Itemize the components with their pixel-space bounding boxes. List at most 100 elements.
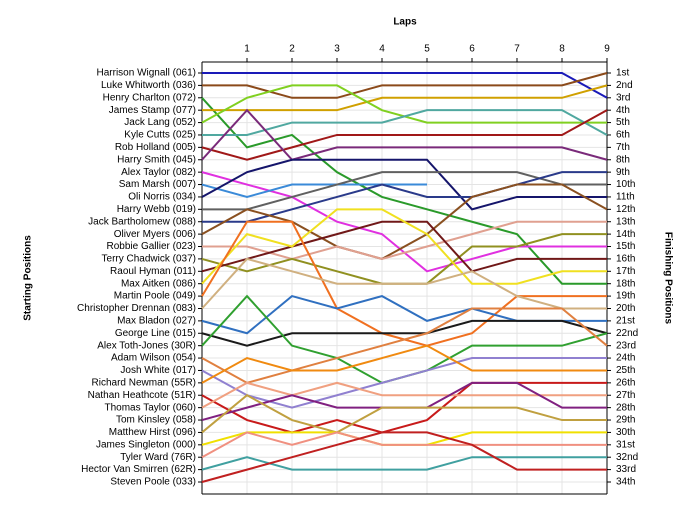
series-line [201,319,608,347]
starting-label: Harry Webb (019) [117,204,196,215]
starting-label: Nathan Heathcote (51R) [88,390,196,401]
finishing-label: 15th [616,241,635,252]
starting-label: Harry Smith (045) [117,154,196,165]
starting-label: Matthew Hirst (096) [109,427,196,438]
series-line [201,394,607,434]
finishing-label: 28th [616,402,635,413]
finishing-label: 27th [616,390,635,401]
starting-label: Rob Holland (005) [115,142,196,153]
finishing-label: 26th [616,377,635,388]
starting-label: Kyle Cutts (025) [124,130,196,141]
starting-label: Richard Newman (55R) [92,377,196,388]
starting-label: Raoul Hyman (011) [110,266,196,277]
finishing-label: 6th [616,130,630,141]
starting-label: Adam Wilson (054) [111,353,196,364]
finishing-label: 3rd [616,92,630,103]
finishing-label: 13th [616,216,635,227]
series-line [202,109,608,136]
starting-label: Hector Van Smirren (62R) [81,464,196,475]
finishing-label: 19th [616,291,635,302]
starting-label: Luke Whitworth (036) [101,80,196,91]
finishing-label: 29th [616,415,635,426]
finishing-label: 1st [616,68,630,79]
y-axis-label: Starting Positions [23,235,34,321]
starting-label: Steven Poole (033) [110,477,196,488]
finishing-label: 33rd [616,464,636,475]
series-line [201,431,607,459]
starting-label: Oli Norris (034) [128,192,196,203]
finishing-label: 11th [616,192,635,203]
series-line [202,72,608,99]
starting-label: Max Aitken (086) [121,278,196,289]
finishing-label: 32nd [616,452,638,463]
x-tick-label: 6 [469,44,475,55]
finishing-label: 24th [616,353,635,364]
starting-label: Oliver Myers (006) [114,229,196,240]
starting-label: Sam Marsh (007) [119,179,196,190]
x-tick-label: 7 [514,44,520,55]
finishing-label: 20th [616,303,635,314]
starting-label: Josh White (017) [120,365,196,376]
series-line [201,344,607,384]
starting-label: Robbie Gallier (023) [107,241,197,252]
starting-label: Martin Poole (049) [114,291,196,302]
starting-label: Max Bladon (027) [117,316,196,327]
finishing-label: 9th [616,167,630,178]
finishing-label: 14th [616,229,635,240]
series-line [201,109,608,161]
series-line [201,183,427,198]
series-line [201,208,607,285]
finishing-label: 18th [616,278,635,289]
x-tick-label: 3 [334,44,340,55]
labels: 1st2nd3rd4th5th6th7th8th9th10th11th12th1… [77,44,638,488]
starting-label: Jack Bartholomew (088) [88,216,196,227]
finishing-label: 25th [616,365,635,376]
starting-label: Thomas Taylor (060) [104,402,196,413]
starting-label: Harrison Wignall (061) [97,68,196,79]
finishing-label: 31st [616,439,635,450]
starting-label: James Singleton (000) [96,439,196,450]
finishing-label: 8th [616,154,630,165]
series-line [202,84,608,112]
finishing-label: 4th [616,105,630,116]
series-line [201,257,607,310]
finishing-label: 16th [616,254,635,265]
starting-label: Terry Chadwick (037) [102,254,196,265]
x-tick-label: 9 [604,44,610,55]
finishing-label: 22nd [616,328,638,339]
finishing-label: 23rd [616,340,636,351]
x-tick-label: 1 [244,44,250,55]
starting-label: Alex Toth-Jones (30R) [97,340,196,351]
starting-label: Christopher Drennan (083) [77,303,196,314]
series-line [201,183,608,260]
starting-label: George Line (015) [115,328,196,339]
finishing-label: 10th [616,179,635,190]
x-tick-label: 5 [424,44,430,55]
x-tick-label: 4 [379,44,385,55]
series-line [201,381,607,434]
finishing-label: 17th [616,266,635,277]
series-line [201,431,607,483]
finishing-label: 21st [616,316,635,327]
finishing-label: 30th [616,427,635,438]
starting-label: Jack Lang (052) [124,117,196,128]
starting-label: Alex Taylor (082) [121,167,196,178]
finishing-label: 2nd [616,80,633,91]
starting-label: Tyler Ward (76R) [120,452,196,463]
y2-axis-label: Finishing Positions [662,232,673,325]
starting-label: Henry Charlton (072) [103,92,196,103]
chart-title: Laps [393,17,417,28]
finishing-label: 34th [616,477,635,488]
series-lines [201,72,608,483]
x-tick-label: 2 [289,44,295,55]
finishing-label: 12th [616,204,635,215]
finishing-label: 5th [616,117,630,128]
series-line [201,307,608,384]
starting-label: James Stamp (077) [109,105,196,116]
x-tick-label: 8 [559,44,565,55]
finishing-label: 7th [616,142,630,153]
starting-label: Tom Kinsley (058) [116,415,196,426]
series-line [201,158,607,211]
series-line [201,108,608,161]
